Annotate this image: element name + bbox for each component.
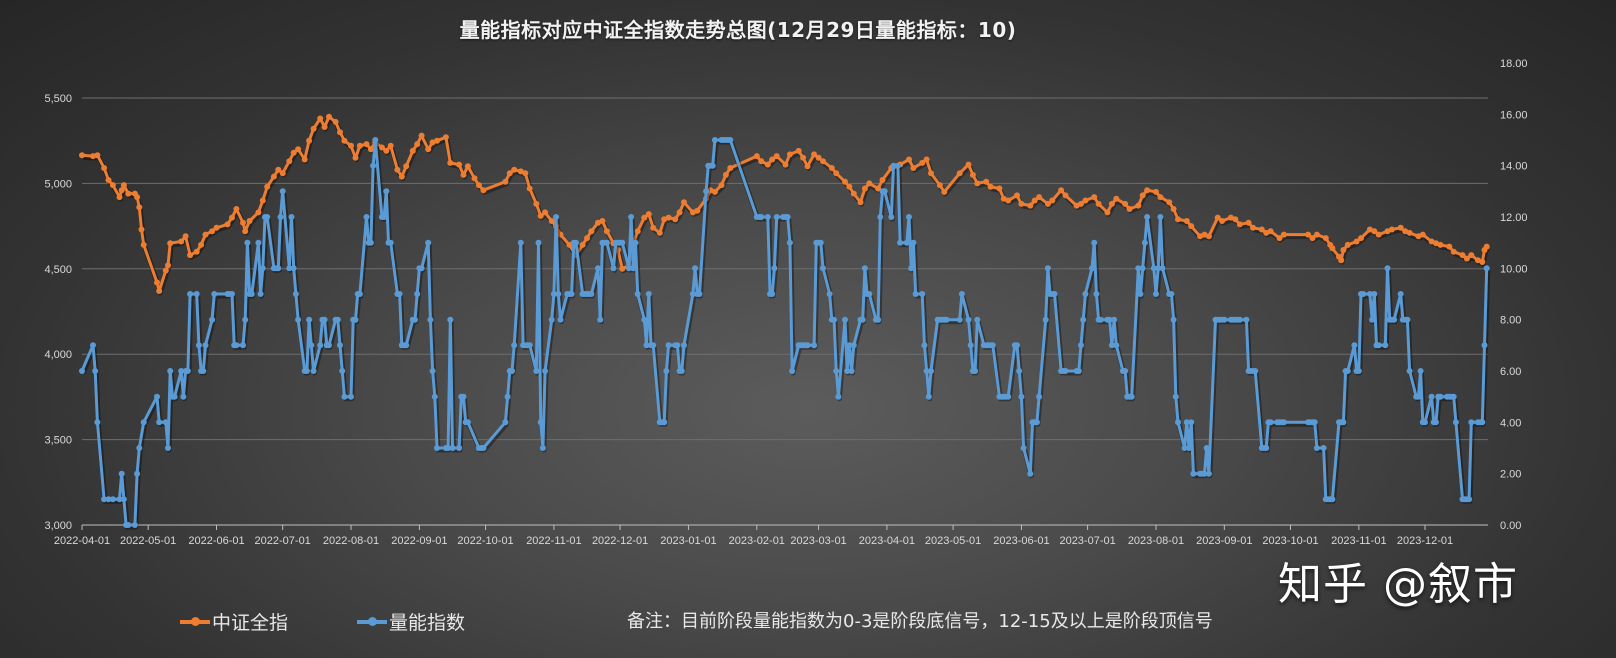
x-tick-label: 2022-08-01 [323, 535, 379, 547]
y-right-tick-label: 10.00 [1500, 263, 1528, 275]
x-tick-label: 2023-06-01 [993, 535, 1049, 547]
x-tick-label: 2022-10-01 [457, 535, 513, 547]
footnote: 备注：目前阶段量能指数为0-3是阶段底信号，12-15及以上是阶段顶信号 [627, 611, 1213, 632]
legend-item-volume-index: 量能指数 [357, 608, 465, 635]
x-tick-label: 2022-05-01 [120, 535, 176, 547]
watermark: 知乎 @叙市 [1278, 559, 1518, 610]
y-right-tick-label: 2.00 [1500, 469, 1521, 481]
y-left-tick-label: 5,000 [44, 178, 72, 190]
x-tick-label: 2022-07-01 [255, 535, 311, 547]
x-tick-label: 2023-11-01 [1331, 535, 1386, 547]
y-right-tick-label: 6.00 [1500, 366, 1521, 378]
line-chart: 3,000 3,500 4,000 4,500 5,000 5,500 0.00 2.00 4… [44, 58, 1528, 547]
x-axis: 2022-04-01 2022-05-01 2022-06-01 2022-07-01… [54, 524, 1488, 547]
legend-swatch-orange-icon [180, 616, 210, 626]
legend-swatch-blue-icon [357, 616, 387, 626]
y-right-tick-label: 0.00 [1500, 520, 1521, 532]
y-right-tick-label: 16.00 [1500, 109, 1528, 121]
legend-label: 量能指数 [389, 612, 466, 634]
legend-item-csi-all: 中证全指 [180, 608, 288, 635]
x-tick-label: 2023-03-01 [790, 535, 846, 547]
y-right-tick-label: 18.00 [1500, 58, 1528, 70]
x-tick-label: 2023-01-01 [660, 535, 716, 547]
x-tick-label: 2023-12-01 [1397, 535, 1453, 547]
x-tick-label: 2023-08-01 [1128, 535, 1184, 547]
series-volume-index-line [79, 137, 1491, 530]
gridlines [82, 97, 1488, 441]
x-tick-label: 2023-09-01 [1196, 535, 1252, 547]
y-left-tick-label: 4,000 [44, 349, 72, 361]
y-left-tick-label: 3,000 [44, 520, 72, 532]
x-tick-label: 2022-06-01 [188, 535, 244, 547]
x-tick-label: 2022-09-01 [391, 535, 447, 547]
y-right-tick-label: 14.00 [1500, 161, 1528, 173]
x-tick-label: 2022-11-01 [526, 535, 581, 547]
y-right-tick-label: 12.00 [1500, 212, 1528, 224]
right-y-axis: 0.00 2.00 4.00 6.00 8.00 10.00 12.00 14.00 16.00… [1500, 58, 1528, 532]
x-tick-label: 2023-05-01 [925, 535, 981, 547]
x-tick-label: 2023-07-01 [1059, 535, 1115, 547]
series-csi-all-line [79, 113, 1490, 296]
y-right-tick-label: 4.00 [1500, 417, 1521, 429]
left-y-axis: 3,000 3,500 4,000 4,500 5,000 5,500 [44, 93, 72, 532]
chart-title: 量能指标对应中证全指数走势总图(12月29日量能指标：10) [459, 18, 1017, 42]
x-tick-label: 2023-04-01 [859, 535, 915, 547]
y-left-tick-label: 3,500 [44, 435, 72, 447]
x-tick-label: 2023-10-01 [1262, 535, 1318, 547]
x-tick-label: 2022-04-01 [54, 535, 110, 547]
y-left-tick-label: 4,500 [44, 264, 72, 276]
x-tick-label: 2022-12-01 [592, 535, 648, 547]
x-tick-label: 2023-02-01 [729, 535, 785, 547]
y-left-tick-label: 5,500 [44, 93, 72, 105]
y-right-tick-label: 8.00 [1500, 315, 1521, 327]
legend-label: 中证全指 [212, 612, 289, 634]
